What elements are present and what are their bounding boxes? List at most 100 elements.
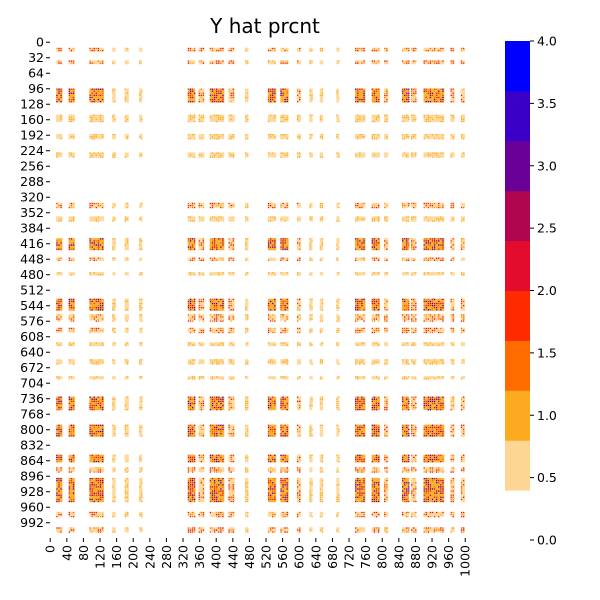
heatmap-block-22-5: [139, 511, 143, 518]
heatmap-block-8-15: [319, 238, 324, 251]
heatmap-block-22-18: [371, 511, 380, 518]
heatmap-block-11-15: [319, 298, 324, 311]
heatmap-block-6-0: [56, 202, 63, 209]
heatmap-block-13-9: [228, 327, 235, 334]
heatmap-block-20-5: [139, 467, 143, 473]
heatmap-block-17-23: [450, 396, 455, 411]
y-tick-label: 832: [20, 438, 44, 453]
heatmap-block-2-3: [112, 88, 116, 103]
heatmap-block-3-10: [245, 114, 249, 123]
heatmap-block-1-11: [267, 60, 277, 65]
heatmap-block-2-8: [209, 88, 225, 103]
heatmap-block-10-24: [460, 272, 466, 276]
y-tick-label: 928: [20, 484, 44, 499]
heatmap-block-23-8: [209, 527, 225, 533]
heatmap-block-23-6: [187, 527, 196, 533]
heatmap-block-17-19: [384, 396, 389, 411]
heatmap-block-4-9: [228, 134, 235, 140]
heatmap-block-5-4: [124, 152, 129, 158]
heatmap-block-21-15: [319, 477, 324, 503]
heatmap-block-23-24: [460, 527, 466, 533]
heatmap-block-5-10: [245, 152, 249, 158]
heatmap-block-2-7: [198, 88, 205, 103]
heatmap-block-14-7: [198, 342, 205, 347]
heatmap-block-21-13: [296, 477, 302, 503]
heatmap-block-4-16: [336, 134, 340, 140]
x-tick-label: 480: [242, 545, 257, 569]
heatmap-block-10-16: [336, 272, 340, 276]
heatmap-block-15-2: [89, 359, 104, 365]
heatmap-block-18-24: [460, 424, 466, 437]
colorbar-segment: [505, 290, 530, 341]
heatmap-block-14-5: [139, 342, 143, 347]
heatmap-block-4-18: [371, 134, 380, 140]
heatmap-block-23-21: [411, 527, 417, 533]
y-tick-label: 128: [20, 97, 44, 112]
heatmap-block-9-12: [280, 257, 289, 261]
heatmap-block-1-14: [309, 60, 313, 65]
heatmap-block-0-18: [371, 47, 380, 52]
heatmap-block-17-0: [56, 396, 63, 411]
heatmap-block-18-23: [450, 424, 455, 437]
heatmap-block-12-23: [450, 314, 455, 322]
heatmap-block-18-17: [355, 424, 366, 437]
heatmap-block-16-22: [423, 376, 445, 380]
heatmap-block-13-0: [56, 327, 63, 333]
heatmap-block-20-3: [112, 467, 116, 473]
heatmap-block-13-14: [309, 327, 313, 334]
heatmap-block-0-23: [450, 47, 455, 52]
heatmap-block-15-16: [336, 359, 340, 365]
heatmap-block-17-20: [401, 396, 410, 411]
heatmap-block-22-7: [198, 511, 205, 518]
heatmap-block-15-7: [198, 359, 205, 365]
heatmap-block-2-20: [401, 88, 410, 103]
heatmap-block-6-11: [267, 202, 277, 209]
heatmap-block-13-16: [336, 327, 340, 334]
heatmap-block-13-19: [384, 327, 389, 333]
heatmap-block-14-20: [401, 342, 410, 347]
heatmap-block-1-5: [139, 60, 143, 65]
heatmap-block-10-15: [319, 272, 324, 276]
heatmap-block-0-10: [245, 47, 249, 52]
heatmap-block-18-10: [245, 424, 249, 437]
x-tick-label: 640: [308, 545, 323, 569]
heatmap-block-17-22: [423, 396, 445, 411]
heatmap-block-8-3: [112, 238, 116, 251]
y-tick-label: 480: [20, 267, 44, 282]
heatmap-block-16-5: [139, 376, 143, 380]
heatmap-block-9-3: [112, 257, 116, 261]
heatmap-block-11-8: [209, 298, 225, 311]
heatmap-block-16-2: [89, 376, 104, 380]
heatmap-block-16-15: [319, 376, 324, 380]
heatmap-block-12-14: [309, 314, 313, 322]
heatmap-block-13-7: [198, 327, 205, 334]
heatmap-block-11-14: [309, 298, 313, 311]
heatmap-block-23-0: [56, 527, 63, 533]
heatmap-block-6-3: [112, 202, 116, 209]
heatmap-block-22-1: [68, 511, 75, 518]
colorbar-segment: [505, 41, 530, 92]
heatmap-block-19-22: [423, 454, 445, 463]
heatmap-block-0-0: [56, 47, 63, 52]
heatmap-block-7-7: [198, 216, 205, 222]
heatmap-block-10-17: [355, 272, 366, 276]
y-tick-label: 512: [20, 283, 44, 298]
y-tick-label: 576: [20, 314, 44, 329]
heatmap-block-5-15: [319, 152, 324, 158]
y-tick-label: 896: [20, 469, 44, 484]
heatmap-block-2-6: [187, 88, 196, 103]
heatmap-block-10-9: [228, 272, 235, 276]
heatmap-block-0-9: [228, 47, 235, 52]
y-tick-label: 448: [20, 252, 44, 267]
x-tick-label: 920: [425, 545, 440, 569]
heatmap-block-21-19: [384, 477, 389, 503]
heatmap-block-1-9: [228, 60, 235, 65]
heatmap-block-14-18: [371, 342, 380, 347]
y-tick-label: 864: [20, 453, 44, 468]
heatmap-block-16-11: [267, 376, 277, 380]
heatmap-block-1-20: [401, 60, 410, 65]
heatmap-block-3-7: [198, 114, 205, 123]
heatmap-block-15-1: [68, 359, 75, 365]
heatmap-block-17-24: [460, 396, 466, 411]
heatmap-block-13-12: [280, 327, 289, 334]
